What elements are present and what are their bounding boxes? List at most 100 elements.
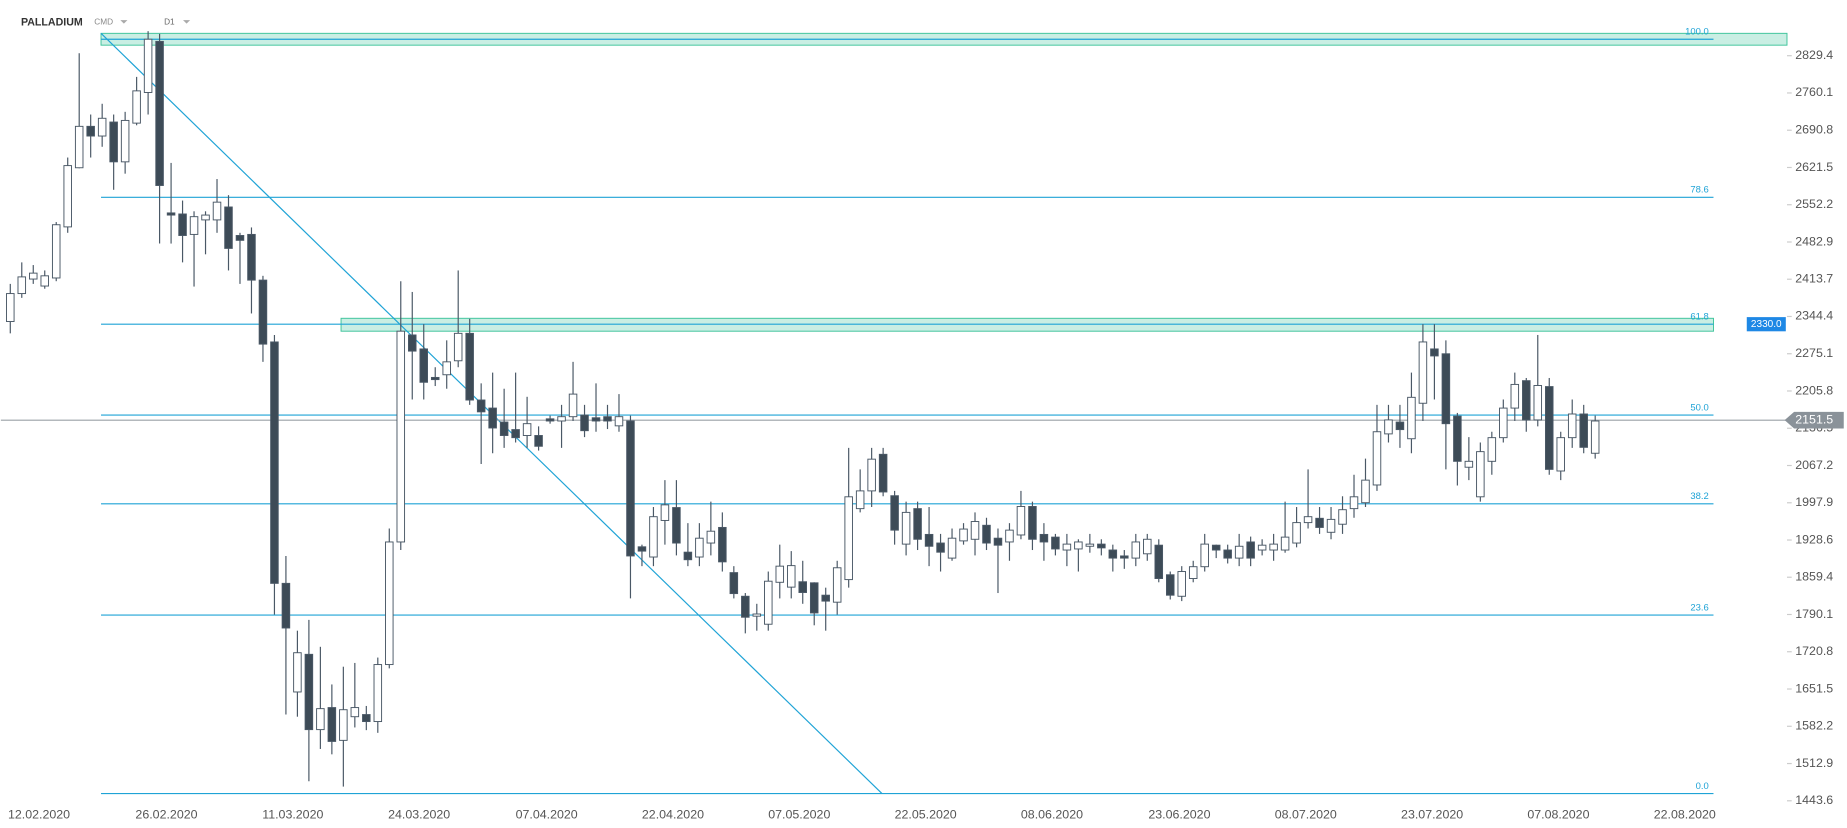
y-tick-label: 2413.7 [1795, 271, 1833, 285]
candle-body [476, 399, 486, 413]
candle-body [1269, 543, 1278, 551]
candle-body [1303, 516, 1313, 524]
candle-body [878, 453, 888, 493]
dropdown-caret[interactable] [183, 20, 191, 24]
y-tick-label: 1512.9 [1795, 756, 1833, 770]
interval[interactable]: D1 [164, 18, 175, 27]
candle-body [729, 572, 739, 595]
y-tick-label: 1859.4 [1795, 570, 1833, 584]
candle-body [672, 507, 681, 544]
candle-body [855, 490, 865, 510]
candle-body [120, 119, 130, 163]
candle-body [982, 524, 991, 544]
candle-body [637, 546, 647, 552]
candle-body [1418, 341, 1428, 404]
candle-body [51, 224, 61, 279]
candle-body [1395, 421, 1405, 431]
candle-body [522, 423, 532, 436]
candle-body [385, 541, 394, 666]
x-tick-label: 07.04.2020 [516, 807, 578, 821]
candle-body [947, 537, 957, 559]
candle-body [844, 496, 853, 581]
candle-body [545, 418, 555, 422]
instrument-type[interactable]: CMD [94, 18, 113, 27]
candle-body [407, 334, 417, 352]
candle-body [1223, 549, 1232, 559]
candle-body [580, 414, 589, 432]
candle-body [534, 435, 543, 447]
x-tick-label: 08.06.2020 [1021, 807, 1083, 821]
candle-body [1154, 544, 1164, 579]
candle-body [1016, 506, 1026, 536]
candle-body [6, 293, 15, 322]
candle-body [913, 508, 922, 540]
y-tick-label: 2205.8 [1795, 383, 1833, 397]
fib-label: 100.0 [1685, 27, 1709, 38]
candle-body [706, 530, 716, 544]
fib-label: 0.0 [1696, 781, 1709, 792]
candle-body [1097, 543, 1106, 549]
candle-body [224, 206, 233, 249]
candle-body [1108, 549, 1118, 559]
x-tick-label: 08.07.2020 [1275, 807, 1337, 821]
y-tick-label: 2829.4 [1795, 48, 1833, 62]
candle-body [970, 521, 980, 540]
candle-body [1361, 479, 1370, 504]
candle-body [1028, 506, 1037, 540]
candle-body [649, 516, 658, 558]
candle-body [350, 707, 360, 718]
fib-label: 50.0 [1690, 402, 1708, 413]
x-tick-label: 24.03.2020 [388, 807, 450, 821]
candle-body [786, 565, 796, 588]
candle-body [1165, 574, 1175, 596]
fib-label: 61.8 [1690, 312, 1708, 323]
y-tick-label: 1790.1 [1795, 607, 1833, 621]
candle-body [1211, 544, 1221, 551]
y-tick-label: 1928.6 [1795, 532, 1833, 546]
candle-body [1476, 451, 1485, 498]
y-tick-label: 1443.6 [1795, 793, 1833, 807]
candle-body [74, 125, 84, 169]
candle-body [1177, 571, 1186, 597]
x-tick-label: 23.06.2020 [1148, 807, 1210, 821]
candle-body [821, 594, 830, 602]
candle-body [143, 38, 153, 93]
candle-body [1372, 431, 1382, 486]
candle-body [764, 580, 773, 625]
candle-body [465, 332, 474, 401]
candle-body [17, 276, 27, 295]
x-tick-label: 07.05.2020 [768, 807, 830, 821]
candle-body [511, 429, 520, 439]
dropdown-caret[interactable] [120, 20, 128, 24]
candle-body [109, 121, 118, 163]
candle-body [1510, 383, 1520, 409]
candle-body [1280, 536, 1290, 551]
fib-label: 38.2 [1690, 491, 1708, 502]
candle-body [959, 528, 968, 542]
candle-body [695, 537, 704, 558]
candle-body [40, 275, 50, 287]
candle-body [809, 582, 819, 614]
candle-body [212, 201, 222, 221]
candle-body [29, 272, 38, 280]
candle-body [327, 707, 337, 742]
candle-body [293, 652, 302, 693]
candle-body [1085, 543, 1095, 547]
candle-body [373, 664, 383, 723]
candle-body [683, 551, 693, 561]
candle-body [832, 567, 842, 603]
y-tick-label: 2482.9 [1795, 234, 1833, 248]
candle-body [304, 653, 314, 731]
candle-body [396, 330, 406, 543]
candle-body [1430, 348, 1439, 357]
candle-body [603, 416, 612, 422]
candle-body [1487, 437, 1497, 462]
candle-body [499, 421, 509, 436]
candle-body [1522, 380, 1531, 421]
candle-body [63, 165, 72, 228]
candle-body [1188, 566, 1198, 579]
x-tick-label: 22.04.2020 [642, 807, 704, 821]
x-tick-label: 22.08.2020 [1654, 807, 1716, 821]
candle-body [97, 117, 107, 137]
